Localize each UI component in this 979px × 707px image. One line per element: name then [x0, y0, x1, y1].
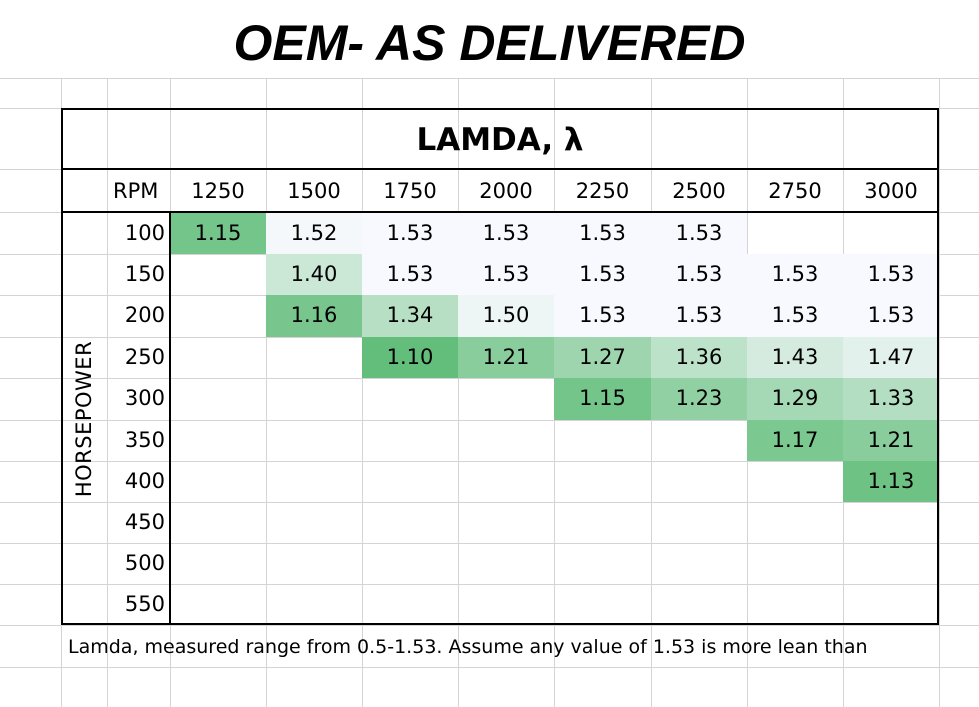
y-tick-label: 450	[124, 510, 165, 534]
footnote: Lamda, measured range from 0.5-1.53. Ass…	[68, 636, 868, 658]
heatmap-cell[interactable]: 1.53	[554, 295, 651, 337]
heatmap-cell[interactable]: 1.13	[843, 461, 939, 502]
heatmap-cell[interactable]: 1.21	[458, 337, 554, 378]
y-tick-label: 300	[124, 386, 165, 410]
y-axis-label: HORSEPOWER	[72, 340, 96, 498]
heatmap-cell[interactable]: 1.10	[362, 337, 458, 378]
heatmap-cell[interactable]: 1.50	[458, 295, 554, 337]
gridline-vertical	[939, 78, 940, 707]
heatmap-cell[interactable]: 1.40	[266, 254, 362, 295]
x-tick-label: 1250	[191, 179, 245, 203]
x-tick-label: 1750	[383, 179, 437, 203]
y-tick-label: 500	[124, 551, 165, 575]
heatmap-cell[interactable]: 1.53	[458, 213, 554, 254]
heatmap-cell[interactable]: 1.53	[362, 213, 458, 254]
heatmap-cell[interactable]: 1.47	[843, 337, 939, 378]
heatmap-cell[interactable]: 1.36	[651, 337, 747, 378]
heatmap-cell[interactable]: 1.53	[651, 213, 747, 254]
heatmap-cell[interactable]: 1.34	[362, 295, 458, 337]
heatmap-cell[interactable]: 1.33	[843, 378, 939, 420]
heatmap-cell[interactable]: 1.53	[843, 295, 939, 337]
heatmap-cell[interactable]: 1.53	[747, 254, 843, 295]
gridline-vertical	[362, 78, 363, 707]
heatmap-cell[interactable]: 1.53	[554, 254, 651, 295]
header-divider	[61, 211, 939, 213]
heatmap-cell[interactable]: 1.43	[747, 337, 843, 378]
gridline-horizontal	[0, 502, 979, 503]
heatmap-cell[interactable]: 1.23	[651, 378, 747, 420]
y-tick-label: 550	[124, 592, 165, 616]
gridline-vertical	[458, 78, 459, 707]
y-tick-label: 150	[124, 262, 165, 286]
heatmap-cell[interactable]: 1.29	[747, 378, 843, 420]
heatmap-cell[interactable]: 1.53	[458, 254, 554, 295]
x-tick-label: 2500	[672, 179, 726, 203]
table-border	[61, 108, 939, 625]
heatmap-cell[interactable]: 1.53	[651, 295, 747, 337]
x-tick-label: 2000	[479, 179, 533, 203]
x-tick-label: 1500	[287, 179, 341, 203]
gridline-horizontal	[0, 543, 979, 544]
gridline-horizontal	[0, 78, 979, 79]
heatmap-cell[interactable]: 1.53	[362, 254, 458, 295]
y-tick-label: 250	[124, 345, 165, 369]
sheet-title: OEM- AS DELIVERED	[233, 15, 746, 71]
x-axis-label: RPM	[113, 179, 159, 203]
heatmap-cell[interactable]: 1.53	[651, 254, 747, 295]
gridline-horizontal	[0, 461, 979, 462]
row-header-divider	[169, 211, 171, 625]
title-divider	[61, 168, 939, 170]
gridline-horizontal	[0, 584, 979, 585]
gridline-horizontal	[0, 378, 979, 379]
gridline-vertical	[266, 78, 267, 707]
heatmap-cell[interactable]: 1.52	[266, 213, 362, 254]
x-tick-label: 3000	[864, 179, 918, 203]
heatmap-cell[interactable]: 1.16	[266, 295, 362, 337]
heatmap-cell[interactable]: 1.17	[747, 420, 843, 461]
y-tick-label: 100	[124, 221, 165, 245]
heatmap-title: LAMDA, λ	[416, 122, 584, 158]
x-tick-label: 2750	[768, 179, 822, 203]
y-tick-label: 350	[124, 428, 165, 452]
heatmap-cell[interactable]: 1.27	[554, 337, 651, 378]
heatmap-cell[interactable]: 1.21	[843, 420, 939, 461]
y-tick-label: 200	[124, 303, 165, 327]
x-tick-label: 2250	[575, 179, 630, 203]
heatmap-cell[interactable]: 1.15	[554, 378, 651, 420]
heatmap-cell[interactable]: 1.53	[747, 295, 843, 337]
gridline-horizontal	[0, 667, 979, 668]
heatmap-cell[interactable]: 1.15	[170, 213, 266, 254]
gridline-vertical	[107, 78, 108, 707]
gridline-horizontal	[0, 625, 979, 626]
heatmap-cell[interactable]: 1.53	[843, 254, 939, 295]
heatmap-cell[interactable]: 1.53	[554, 213, 651, 254]
y-tick-label: 400	[124, 469, 165, 493]
gridline-horizontal	[0, 420, 979, 421]
